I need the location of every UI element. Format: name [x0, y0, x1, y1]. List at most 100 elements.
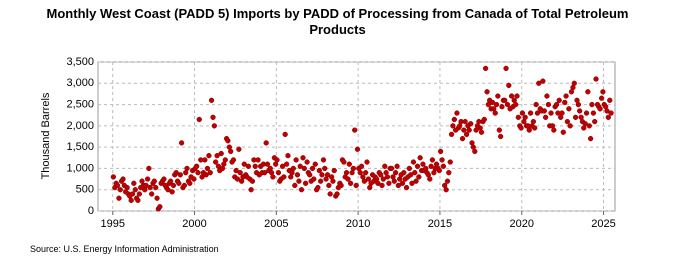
- y-axis-label: Thousand Barrels: [40, 92, 52, 179]
- data-point: [352, 127, 358, 133]
- data-point: [489, 99, 496, 106]
- data-point: [354, 146, 361, 152]
- data-point: [586, 123, 592, 129]
- data-point: [468, 121, 474, 127]
- data-point: [131, 180, 137, 186]
- data-point: [401, 170, 407, 176]
- data-point: [294, 172, 301, 178]
- data-point: [297, 163, 303, 169]
- data-point: [274, 157, 280, 163]
- data-point: [195, 170, 201, 176]
- data-point: [196, 116, 202, 123]
- data-point: [249, 178, 256, 184]
- data-point: [590, 110, 597, 116]
- data-point: [607, 97, 613, 103]
- data-point: [207, 170, 213, 176]
- data-point: [514, 93, 520, 99]
- data-point: [571, 80, 577, 86]
- data-point: [262, 170, 268, 176]
- data-point: [380, 176, 386, 182]
- data-point: [429, 157, 436, 163]
- data-point: [270, 174, 276, 180]
- data-point: [236, 146, 242, 152]
- data-point: [562, 99, 568, 106]
- data-point: [311, 176, 317, 182]
- data-point: [296, 178, 302, 184]
- data-point: [482, 65, 489, 72]
- data-point: [551, 127, 557, 133]
- data-point: [230, 157, 237, 163]
- data-point: [157, 204, 163, 210]
- data-point: [503, 65, 509, 72]
- data-point: [515, 114, 521, 120]
- data-point: [408, 172, 414, 178]
- data-point: [302, 180, 309, 186]
- data-point: [459, 135, 466, 142]
- data-point: [245, 163, 252, 169]
- data-point: [364, 159, 370, 165]
- data-point: [439, 157, 445, 163]
- data-point: [417, 155, 423, 161]
- data-point: [363, 170, 369, 176]
- data-point: [292, 182, 298, 189]
- data-point: [545, 101, 552, 108]
- data-point: [604, 108, 610, 114]
- data-point: [124, 184, 130, 191]
- data-point: [399, 180, 406, 186]
- data-point: [448, 131, 455, 138]
- data-point: [341, 159, 347, 165]
- data-point: [544, 93, 550, 99]
- data-point: [322, 165, 328, 172]
- data-point: [608, 110, 614, 116]
- data-point: [495, 93, 501, 99]
- data-point: [316, 167, 323, 174]
- data-point: [187, 180, 193, 186]
- data-point: [379, 182, 385, 189]
- data-point: [522, 114, 528, 120]
- data-point: [598, 95, 605, 101]
- data-point: [116, 195, 122, 201]
- data-point: [420, 161, 426, 167]
- data-point: [290, 165, 296, 172]
- data-point: [211, 123, 217, 129]
- data-point: [375, 180, 381, 186]
- data-point: [518, 125, 524, 131]
- data-point: [462, 118, 468, 125]
- data-point: [484, 89, 490, 95]
- data-point: [248, 187, 254, 193]
- data-point: [128, 197, 134, 204]
- data-point: [345, 176, 351, 182]
- data-point: [334, 191, 340, 197]
- x-tick-label: 2020: [510, 218, 534, 230]
- data-point: [446, 170, 452, 176]
- data-point: [553, 101, 560, 108]
- data-point: [146, 165, 152, 172]
- data-point: [382, 163, 388, 169]
- data-point: [463, 131, 470, 138]
- data-point: [293, 157, 299, 163]
- data-point: [353, 182, 359, 189]
- data-point: [234, 176, 241, 182]
- y-tick-label: 0: [88, 205, 94, 217]
- data-point: [593, 76, 599, 82]
- data-point: [358, 163, 365, 169]
- data-point: [585, 89, 591, 95]
- data-point: [461, 127, 467, 133]
- data-point: [384, 174, 391, 180]
- data-point: [184, 165, 190, 172]
- data-point: [560, 129, 566, 135]
- data-point: [427, 176, 433, 182]
- data-point: [203, 172, 209, 178]
- data-point: [534, 110, 541, 116]
- data-point: [347, 180, 354, 186]
- data-point: [556, 97, 562, 103]
- data-point: [582, 121, 588, 127]
- data-point: [502, 97, 508, 103]
- data-point: [208, 97, 215, 103]
- data-point: [541, 108, 547, 114]
- data-point: [312, 161, 318, 167]
- data-point: [403, 184, 410, 191]
- data-point: [153, 184, 159, 191]
